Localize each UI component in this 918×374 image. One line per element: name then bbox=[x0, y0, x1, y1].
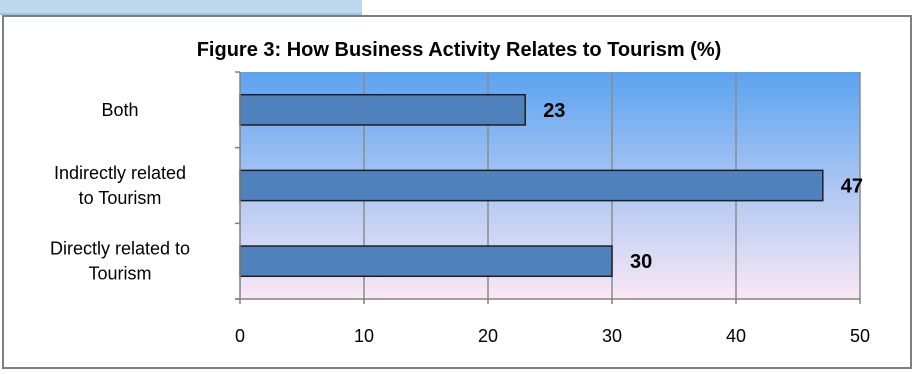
y-category-label: Indirectly related to Tourism bbox=[54, 163, 186, 208]
axes bbox=[235, 71, 861, 304]
data-label: 47 bbox=[841, 176, 863, 198]
data-label: 23 bbox=[543, 100, 565, 122]
x-tick-label: 20 bbox=[478, 326, 498, 346]
bar bbox=[239, 93, 526, 126]
bar-chart: Figure 3: How Business Activity Relates … bbox=[50, 39, 870, 346]
y-category-label: Directly related to Tourism bbox=[50, 239, 190, 284]
x-tick-label: 50 bbox=[850, 326, 870, 346]
header-tab bbox=[0, 0, 362, 15]
bar bbox=[239, 245, 613, 278]
y-category-label: Both bbox=[101, 100, 138, 120]
data-labels: 30 47 23 bbox=[543, 100, 863, 273]
y-category-labels: Directly related to Tourism Indirectly rel… bbox=[50, 100, 190, 284]
x-tick-label: 10 bbox=[354, 326, 374, 346]
top-strip bbox=[0, 0, 918, 15]
x-tick-label: 0 bbox=[235, 326, 245, 346]
data-label: 30 bbox=[630, 251, 652, 273]
bar bbox=[239, 169, 824, 202]
chart-title: Figure 3: How Business Activity Relates … bbox=[197, 39, 722, 61]
x-tick-label: 30 bbox=[602, 326, 622, 346]
x-tick-labels: 0 10 20 30 40 50 bbox=[235, 326, 870, 346]
x-tick-label: 40 bbox=[726, 326, 746, 346]
chart-frame: Figure 3: How Business Activity Relates … bbox=[2, 15, 912, 369]
